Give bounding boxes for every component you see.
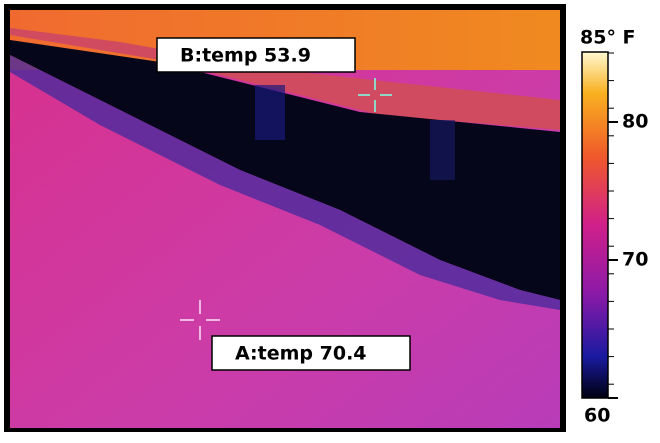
readout: B:temp 53.9	[180, 45, 311, 67]
thermal-screen: B:temp 53.9 A:temp 70.4 85° F 60 70 80	[0, 0, 660, 443]
tick-label: 80	[622, 111, 648, 133]
scale-top-label: 85° F	[580, 27, 636, 49]
readout: A:temp 70.4	[235, 343, 367, 365]
shadow-patch	[255, 85, 285, 140]
shadow-patch	[430, 120, 455, 180]
tick-label: 60	[584, 405, 610, 427]
color-scale	[582, 52, 608, 398]
tick-label: 70	[622, 249, 648, 271]
